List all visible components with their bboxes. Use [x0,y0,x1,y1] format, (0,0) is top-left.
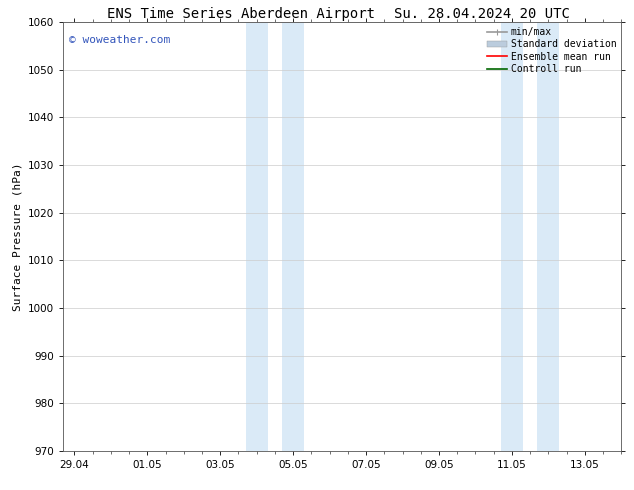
Bar [501,22,523,451]
Text: ENS Time Series Aberdeen Airport: ENS Time Series Aberdeen Airport [107,7,375,22]
Bar [282,22,304,451]
Text: Su. 28.04.2024 20 UTC: Su. 28.04.2024 20 UTC [394,7,570,22]
Bar [246,22,268,451]
Bar [538,22,559,451]
Y-axis label: Surface Pressure (hPa): Surface Pressure (hPa) [13,162,23,311]
Text: © woweather.com: © woweather.com [69,35,171,45]
Legend: min/max, Standard deviation, Ensemble mean run, Controll run: min/max, Standard deviation, Ensemble me… [488,27,616,74]
